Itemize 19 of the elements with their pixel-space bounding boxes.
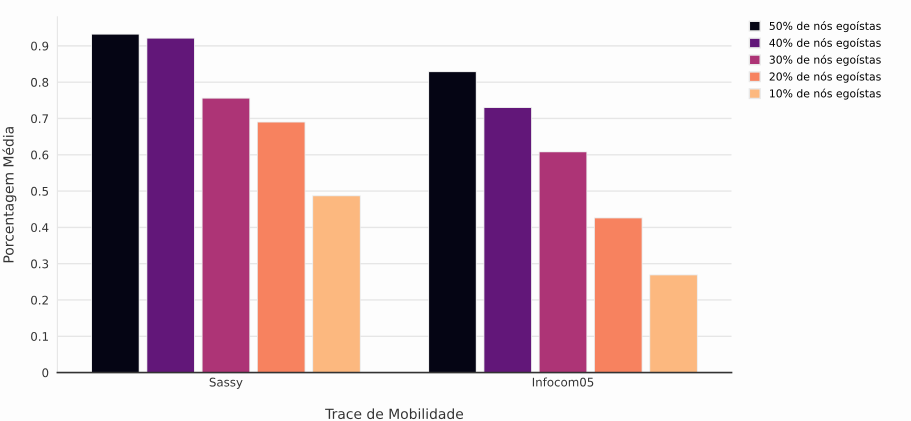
legend-label: 50% de nós egoístas	[770, 21, 881, 32]
y-tick-label: 0.8	[31, 78, 48, 87]
legend-label: 30% de nós egoístas	[770, 54, 881, 66]
x-tick-label: Infocom05	[532, 377, 594, 387]
y-tick-label: 0.5	[31, 186, 48, 196]
y-tick-label: 0.4	[31, 223, 48, 232]
legend-label: 40% de nós egoístas	[769, 38, 881, 49]
y-tick-label: 0.2	[31, 296, 48, 305]
x-axis-title: Trace de Mobilidade	[325, 408, 464, 420]
legend-label: 20% de nós egoístas	[770, 72, 881, 83]
legend-label: 10% de nós egoístas	[770, 88, 881, 100]
y-axis-title: Porcentagem Média	[2, 127, 16, 262]
y-tick-label: 0.9	[31, 42, 48, 51]
y-tick-label: 0	[42, 368, 48, 378]
y-tick-label: 0.7	[31, 114, 48, 124]
y-tick-label: 0.6	[31, 150, 48, 160]
y-tick-label: 0.3	[31, 259, 48, 268]
y-tick-label: 0.1	[31, 332, 48, 341]
x-tick-label: Sassy	[210, 378, 243, 389]
